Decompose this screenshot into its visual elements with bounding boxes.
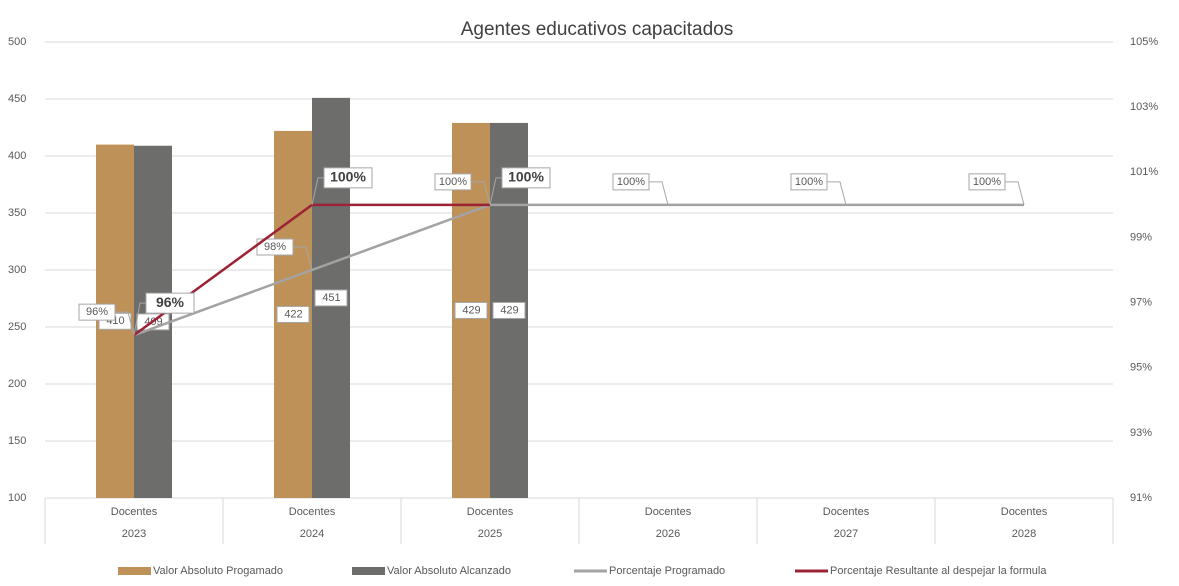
data-label: 100% [617,176,645,188]
y-tick-label: 200 [8,378,26,390]
x-group-label: 2024 [300,528,324,540]
x-tick-label: Docentes [645,506,692,518]
label-box [492,301,526,319]
label-box [968,173,1006,191]
y-tick-label: 500 [8,36,26,48]
label-box [454,301,488,319]
x-group-label: 2028 [1012,528,1036,540]
legend-label: Valor Absoluto Progamado [153,565,283,577]
data-label: 429 [500,304,518,316]
legend-label: Valor Absoluto Alcanzado [387,565,511,577]
leader-line [1005,181,1025,205]
x-tick-label: Docentes [289,506,336,518]
y2-tick-label: 105% [1130,36,1158,48]
y2-tick-label: 93% [1130,427,1152,439]
y-tick-label: 150 [8,435,26,447]
label-box [314,289,348,307]
x-group-label: 2027 [834,528,858,540]
y2-tick-label: 95% [1130,362,1152,374]
label-box [323,167,373,189]
label-box [501,167,551,189]
legend-label: Porcentaje Programado [609,565,725,577]
label-box [434,173,472,191]
label-box [276,305,310,323]
x-group-label: 2023 [122,528,146,540]
y2-tick-label: 103% [1130,101,1158,113]
data-label: 96% [86,306,108,318]
leader-line [471,181,491,205]
y-tick-label: 450 [8,93,26,105]
y2-tick-label: 91% [1130,492,1152,504]
label-box [256,238,294,256]
data-label: 100% [439,176,467,188]
data-label: 422 [284,308,302,320]
y2-tick-label: 97% [1130,296,1152,308]
data-label: 451 [322,292,340,304]
data-label: 100% [973,176,1001,188]
leader-line [311,177,324,205]
data-label: 100% [795,176,823,188]
legend-swatch [352,567,385,575]
leader-line [827,181,847,205]
label-box [78,303,116,321]
leader-line [115,311,135,336]
y-tick-label: 350 [8,207,26,219]
y-tick-label: 100 [8,492,26,504]
y-tick-label: 300 [8,264,26,276]
x-group-label: 2025 [478,528,502,540]
data-label: 100% [508,169,544,185]
leader-line [133,302,146,336]
leader-line [293,246,313,271]
data-label: 429 [462,304,480,316]
data-label: 96% [156,294,185,310]
line-series [133,203,1024,337]
legend-swatch [118,567,151,575]
y-tick-label: 400 [8,150,26,162]
x-tick-label: Docentes [111,506,158,518]
y2-tick-label: 101% [1130,166,1158,178]
chart-title: Agentes educativos capacitados [461,19,734,40]
y2-tick-label: 99% [1130,231,1152,243]
x-tick-label: Docentes [823,506,870,518]
data-label: 98% [264,241,286,253]
x-tick-label: Docentes [467,506,514,518]
label-box [145,292,195,314]
label-box [612,173,650,191]
label-box [790,173,828,191]
data-label: 100% [330,169,366,185]
x-tick-label: Docentes [1001,506,1048,518]
leader-line [489,177,502,205]
leader-line [649,181,669,205]
legend-label: Porcentaje Resultante al despejar la for… [830,565,1047,577]
x-group-label: 2026 [656,528,680,540]
y-tick-label: 250 [8,321,26,333]
